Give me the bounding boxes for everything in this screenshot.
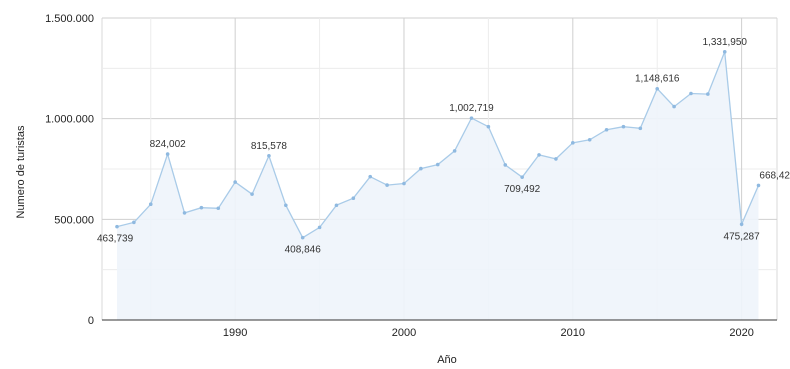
data-point <box>368 174 373 179</box>
data-point <box>621 124 626 129</box>
data-point <box>638 126 643 131</box>
data-point <box>132 220 136 225</box>
data-point <box>148 202 153 207</box>
y-tick-label: 1.500.000 <box>45 13 94 25</box>
y-tick-label: 500.000 <box>54 214 94 226</box>
data-label: 709,492 <box>504 184 541 195</box>
data-point <box>233 180 237 184</box>
series-area-fill <box>117 51 759 321</box>
data-label: 1,331,950 <box>702 37 747 48</box>
data-point <box>216 206 221 211</box>
data-point <box>300 235 305 240</box>
data-point <box>554 157 558 161</box>
data-label: 824,002 <box>150 139 187 150</box>
data-point <box>419 166 423 171</box>
x-tick-label: 2000 <box>392 327 416 339</box>
data-point <box>706 92 710 96</box>
y-axis-title: Numero de turistas <box>15 125 27 218</box>
data-point <box>722 50 727 54</box>
data-point <box>250 192 254 196</box>
data-point <box>739 222 744 227</box>
data-point <box>182 211 187 215</box>
data-point <box>503 163 508 167</box>
data-labels: 463,739 824,002 815,578 408,846 1,002,719 709… <box>97 37 790 256</box>
data-point <box>267 153 271 158</box>
data-point <box>435 162 440 167</box>
data-point <box>571 141 575 145</box>
data-points <box>115 50 761 240</box>
x-tick-label: 2020 <box>729 327 753 339</box>
data-point <box>115 224 119 229</box>
y-axis-ticks: 0 500.000 1.000.000 1.500.000 <box>45 13 94 327</box>
data-label: 815,578 <box>251 141 288 152</box>
data-point <box>520 175 524 179</box>
data-label: 1,148,616 <box>635 74 680 85</box>
x-axis-ticks: 1990 2000 2010 2020 <box>223 327 754 339</box>
data-point <box>284 203 288 208</box>
data-label: 475,287 <box>724 231 761 242</box>
data-point <box>672 104 676 109</box>
data-point <box>385 183 389 187</box>
data-point <box>334 203 339 208</box>
y-tick-label: 1.000.000 <box>45 114 94 126</box>
data-label: 463,739 <box>97 234 134 245</box>
data-point <box>317 225 322 230</box>
data-point <box>689 91 693 96</box>
data-point <box>402 181 406 186</box>
data-point <box>655 86 660 91</box>
data-point <box>756 183 761 188</box>
data-point <box>165 152 170 156</box>
data-point <box>199 205 204 210</box>
data-label: 1,002,719 <box>449 103 494 114</box>
x-axis-title: Año <box>437 354 457 366</box>
y-tick-label: 0 <box>88 315 94 327</box>
data-point <box>587 138 592 142</box>
data-point <box>486 124 491 129</box>
data-point <box>452 149 457 153</box>
x-tick-label: 2010 <box>561 327 585 339</box>
x-tick-label: 1990 <box>223 327 247 339</box>
data-point <box>469 116 474 120</box>
data-label: 408,846 <box>285 245 322 256</box>
data-point <box>604 127 609 132</box>
data-point <box>351 196 356 200</box>
data-label: 668,42 <box>759 170 790 181</box>
data-point <box>537 153 541 157</box>
